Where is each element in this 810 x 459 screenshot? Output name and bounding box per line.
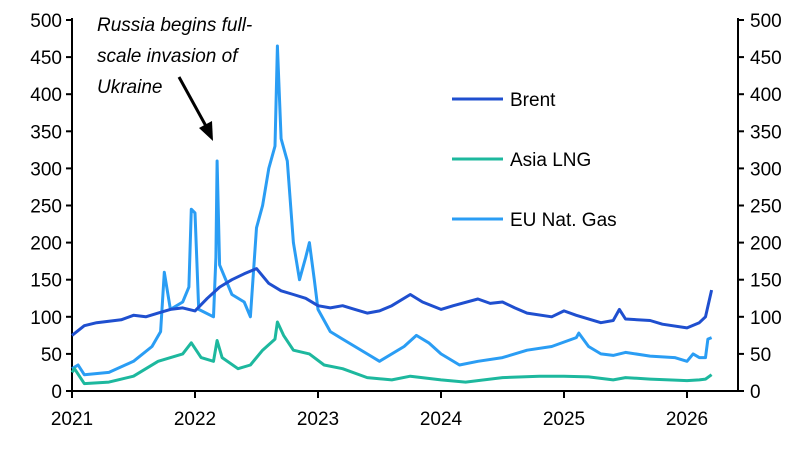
- x-tick-label: 2023: [297, 409, 339, 430]
- legend-label: Asia LNG: [510, 150, 591, 171]
- left-y-tick-label: 450: [30, 48, 62, 69]
- left-y-tick-label: 350: [30, 122, 62, 143]
- legend-label: EU Nat. Gas: [510, 210, 617, 231]
- right-y-tick-label: 150: [750, 271, 782, 292]
- left-y-tick-label: 50: [41, 345, 62, 366]
- right-y-tick-label: 400: [750, 85, 782, 106]
- arrow-head-icon: [199, 121, 213, 141]
- left-y-tick-label: 400: [30, 85, 62, 106]
- series-line-brent: [71, 267, 714, 337]
- right-y-tick-label: 450: [750, 48, 782, 69]
- series-lines: [70, 44, 714, 386]
- right-y-tick-label: 50: [750, 345, 771, 366]
- right-y-tick-label: 0: [750, 382, 761, 403]
- annotation-line-2: scale invasion of: [97, 46, 239, 67]
- left-y-tick-label: 100: [30, 308, 62, 329]
- series-line-eu-nat-gas: [71, 44, 713, 377]
- x-tick-label: 2026: [666, 409, 708, 430]
- right-y-tick-label: 300: [750, 159, 782, 180]
- legend: Brent Asia LNG EU Nat. Gas: [452, 90, 617, 231]
- left-y-tick-label: 300: [30, 159, 62, 180]
- series-line-asia-lng: [70, 320, 713, 386]
- x-tick-label: 2021: [51, 409, 93, 430]
- right-y-tick-label: 250: [750, 197, 782, 218]
- right-y-tick-label: 200: [750, 234, 782, 255]
- right-y-tick-label: 500: [750, 11, 782, 32]
- left-y-tick-label: 200: [30, 234, 62, 255]
- x-tick-label: 2022: [174, 409, 216, 430]
- x-tick-label: 2025: [543, 409, 585, 430]
- annotation-line-1: Russia begins full-: [97, 15, 252, 36]
- axes: 0 0 50 50 100 100 150 150 200 200 250 250 300 300 350 3…: [30, 11, 781, 430]
- annotation-arrow: [177, 76, 209, 129]
- legend-label: Brent: [510, 90, 556, 111]
- x-tick-label: 2024: [420, 409, 463, 430]
- annotation: Russia begins full- scale invasion of Uk…: [97, 15, 252, 141]
- left-y-tick-label: 150: [30, 271, 62, 292]
- right-y-tick-label: 100: [750, 308, 782, 329]
- right-y-tick-label: 350: [750, 122, 782, 143]
- annotation-line-3: Ukraine: [97, 77, 162, 98]
- left-y-tick-label: 0: [51, 382, 62, 403]
- left-y-tick-label: 250: [30, 197, 62, 218]
- left-y-tick-label: 500: [30, 11, 62, 32]
